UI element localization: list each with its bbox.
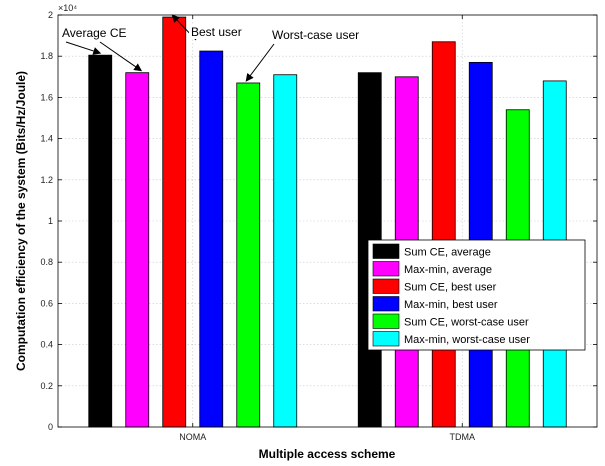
y-tick-label: 0.2: [40, 381, 53, 391]
y-axis-label: Computation efficiency of the system (Bi…: [14, 71, 28, 371]
y-tick-label: 0.6: [40, 298, 53, 308]
legend-label: Max-min, worst-case user: [404, 334, 530, 346]
ticks-group: 0 0.2 0.4 0.6 0.8 1 1.2 1.4 1.6 1.8 2 NOMA TDMA: [40, 10, 597, 442]
legend: Sum CE, average Max-min, average Sum CE, b…: [367, 239, 586, 351]
annotation-arrow: [65, 41, 102, 55]
annotation-arrow: [99, 41, 143, 72]
annotation-label: Worst-case user: [272, 28, 359, 42]
y-exponent-label: ×10⁴: [58, 3, 77, 13]
annotation-label: Average CE: [62, 26, 126, 40]
y-tick-label: 0: [48, 422, 53, 432]
bar: [431, 41, 456, 428]
annotation-background: [189, 25, 254, 39]
bar: [88, 54, 113, 428]
legend-swatch: [372, 261, 400, 277]
annotation-arrow: [245, 43, 275, 82]
y-tick-label: 2: [48, 10, 53, 20]
legend-label: Sum CE, best user: [404, 282, 497, 294]
plot-frame: [57, 14, 598, 428]
x-tick-label: NOMA: [179, 432, 206, 442]
annotation-label: Best user: [191, 25, 242, 39]
legend-swatch: [372, 331, 400, 347]
legend-label: Max-min, best user: [404, 299, 498, 311]
bar: [162, 16, 187, 428]
legend-box: [367, 239, 586, 351]
bar: [273, 74, 298, 428]
annotations-group: Average CE Best user Worst-case user: [60, 14, 375, 82]
annotation-background: [60, 26, 131, 40]
legend-swatch: [372, 313, 400, 329]
y-tick-label: 1.6: [40, 92, 53, 102]
x-tick-label: TDMA: [450, 432, 476, 442]
y-tick-label: 0.4: [40, 340, 53, 350]
y-tick-label: 1.4: [40, 134, 53, 144]
y-tick-label: 1: [48, 216, 53, 226]
legend-label: Sum CE, worst-case user: [404, 317, 529, 329]
legend-label: Sum CE, average: [404, 247, 491, 259]
legend-swatch: [372, 278, 400, 294]
legend-label: Max-min, average: [404, 264, 492, 276]
legend-swatch: [372, 296, 400, 312]
bar: [199, 50, 224, 428]
annotation-background: [270, 28, 375, 42]
bar: [125, 72, 150, 428]
bar: [236, 82, 261, 428]
x-axis-label: Multiple access scheme: [259, 447, 396, 461]
legend-swatch: [372, 243, 400, 259]
y-tick-label: 0.8: [40, 257, 53, 267]
y-tick-label: 1.8: [40, 51, 53, 61]
y-tick-label: 1.2: [40, 175, 53, 185]
